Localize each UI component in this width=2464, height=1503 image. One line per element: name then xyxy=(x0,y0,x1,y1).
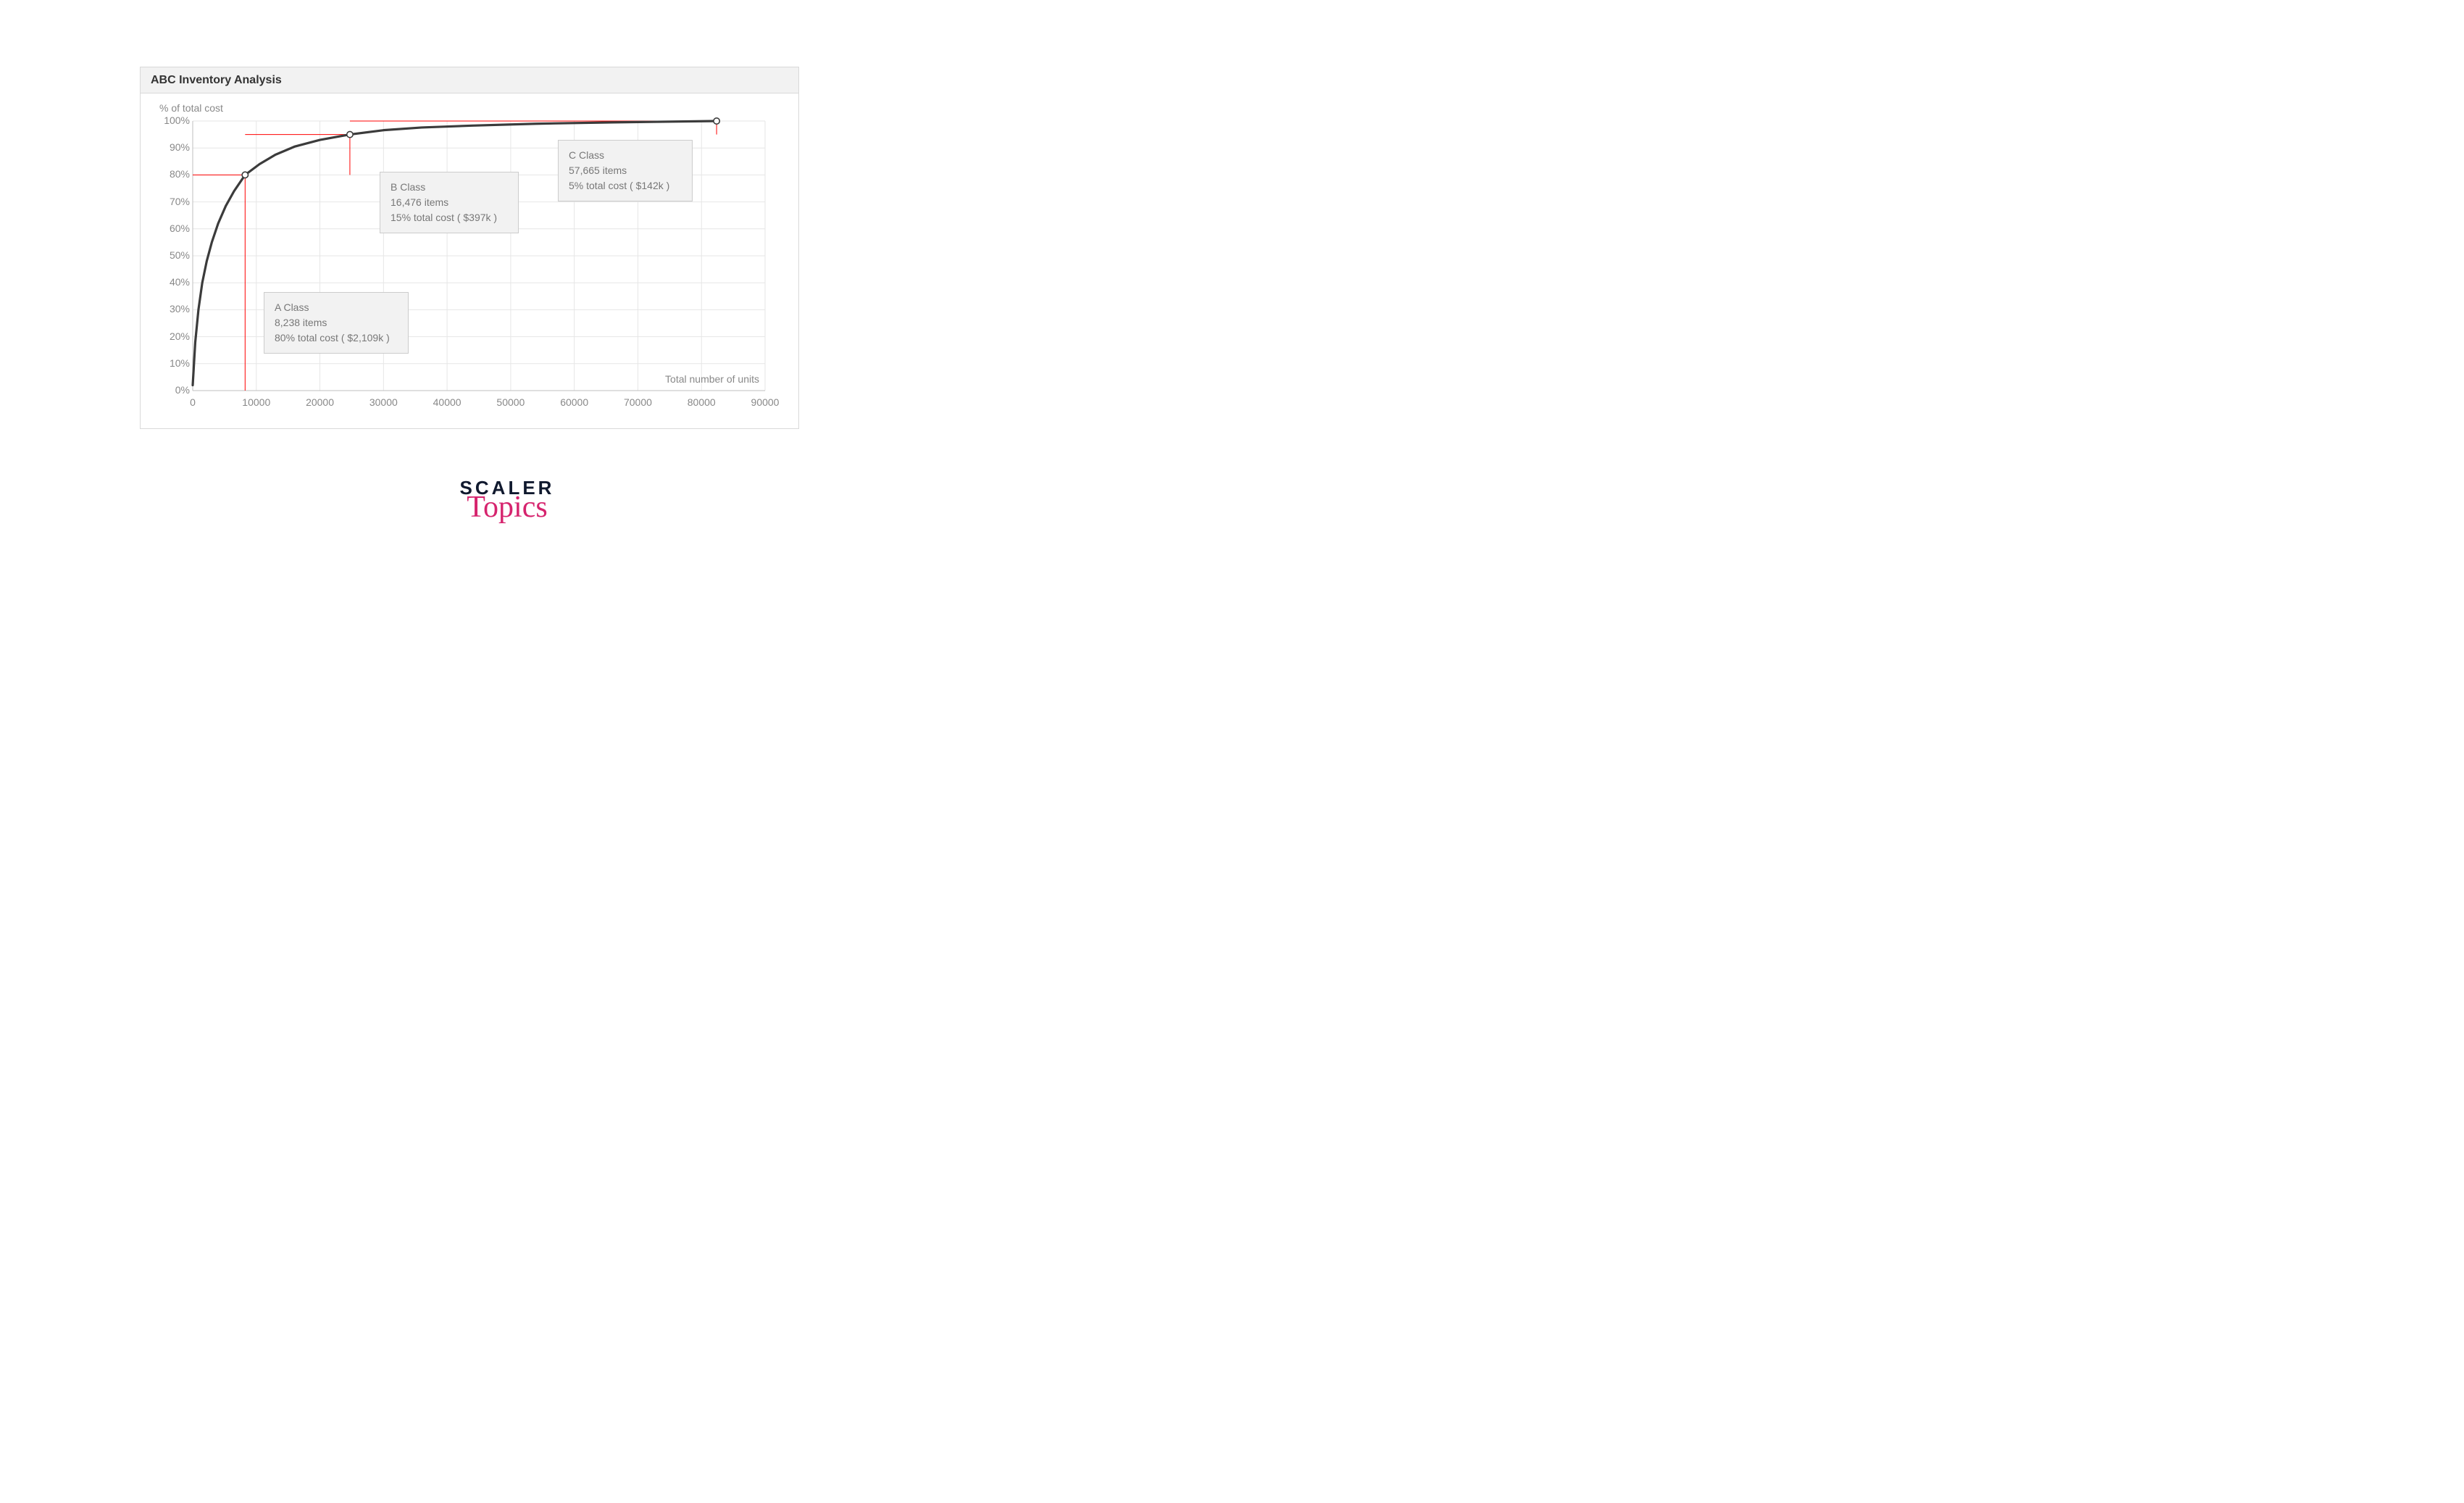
y-tick-label: 80% xyxy=(154,168,190,180)
annotation-line: 5% total cost ( $142k ) xyxy=(569,178,682,193)
annotation-a-class: A Class 8,238 items 80% total cost ( $2,… xyxy=(264,292,409,354)
logo-bottom-text: Topics xyxy=(438,494,576,522)
annotation-c-class: C Class 57,665 items 5% total cost ( $14… xyxy=(558,140,693,201)
x-tick-label: 50000 xyxy=(489,396,533,408)
x-tick-label: 10000 xyxy=(235,396,278,408)
y-tick-label: 10% xyxy=(154,357,190,369)
annotation-title: A Class xyxy=(275,300,398,315)
y-tick-label: 50% xyxy=(154,249,190,261)
y-tick-label: 20% xyxy=(154,330,190,342)
x-tick-label: 40000 xyxy=(425,396,469,408)
y-tick-label: 0% xyxy=(154,384,190,396)
y-tick-label: 70% xyxy=(154,196,190,207)
plot-area: % of total cost Total number of units A … xyxy=(141,93,800,428)
annotation-b-class: B Class 16,476 items 15% total cost ( $3… xyxy=(380,172,519,233)
annotation-line: 80% total cost ( $2,109k ) xyxy=(275,330,398,346)
annotation-line: 16,476 items xyxy=(391,195,508,210)
annotation-line: 8,238 items xyxy=(275,315,398,330)
annotation-line: 57,665 items xyxy=(569,163,682,178)
y-tick-label: 40% xyxy=(154,276,190,288)
annotation-title: B Class xyxy=(391,180,508,195)
chart-title: ABC Inventory Analysis xyxy=(141,67,798,93)
x-tick-label: 30000 xyxy=(362,396,405,408)
x-tick-label: 90000 xyxy=(743,396,787,408)
y-tick-label: 60% xyxy=(154,222,190,234)
logo: SCALER Topics xyxy=(438,478,576,522)
x-tick-label: 20000 xyxy=(298,396,342,408)
x-tick-label: 80000 xyxy=(680,396,723,408)
x-tick-label: 70000 xyxy=(616,396,659,408)
x-tick-label: 0 xyxy=(171,396,214,408)
annotation-line: 15% total cost ( $397k ) xyxy=(391,210,508,225)
y-tick-label: 90% xyxy=(154,141,190,153)
x-tick-label: 60000 xyxy=(553,396,596,408)
y-axis-label: % of total cost xyxy=(159,102,223,114)
y-tick-label: 30% xyxy=(154,303,190,315)
annotation-title: C Class xyxy=(569,148,682,163)
chart-container: ABC Inventory Analysis % of total cost T… xyxy=(140,67,799,429)
y-tick-label: 100% xyxy=(154,115,190,126)
x-axis-label: Total number of units xyxy=(665,373,759,385)
